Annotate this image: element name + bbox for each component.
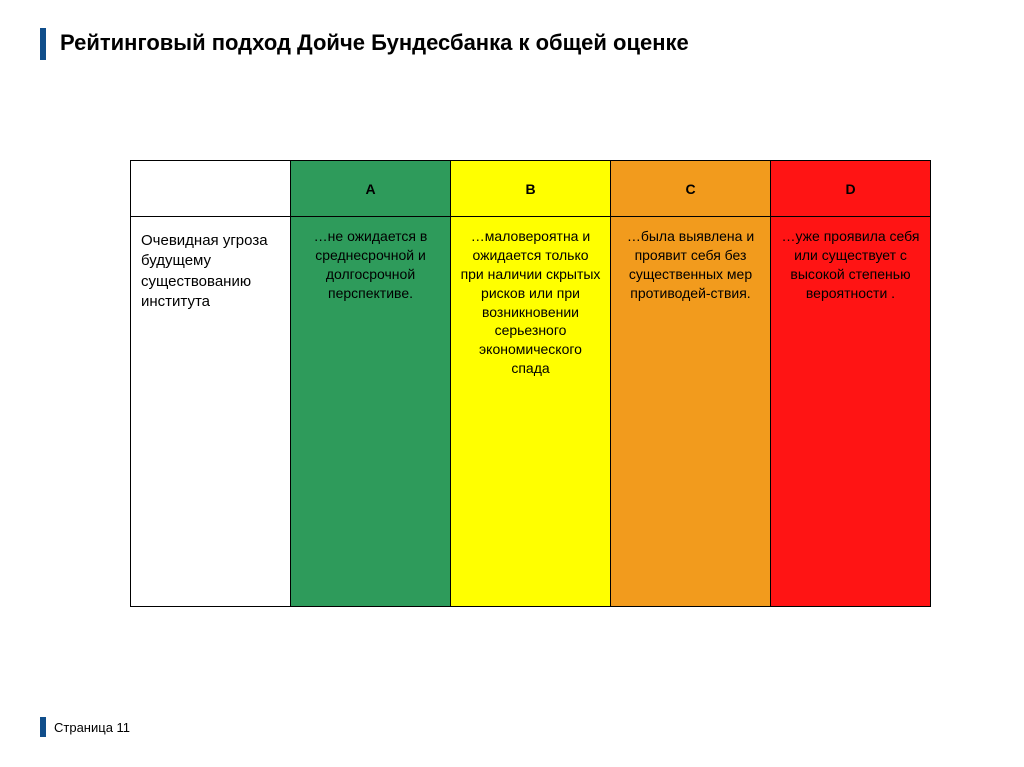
cell-b: …маловероятна и ожидается только при нал… [451,217,611,607]
col-header-d: D [771,161,931,217]
title-accent-bar [40,28,46,60]
col-header-a: A [291,161,451,217]
page-number: Страница 11 [54,720,130,735]
cell-d: …уже проявила себя или существует с высо… [771,217,931,607]
blank-header-cell [131,161,291,217]
row-header-cell: Очевидная угроза будущему существованию … [131,217,291,607]
cell-c: …была выявлена и проявит себя без сущест… [611,217,771,607]
table-header-row: A B C D [131,161,931,217]
footer-accent-bar [40,717,46,737]
col-header-c: C [611,161,771,217]
rating-table: A B C D Очевидная угроза будущему сущест… [130,160,931,607]
slide-title: Рейтинговый подход Дойче Бундесбанка к о… [60,30,689,56]
cell-a: …не ожидается в среднесрочной и долгосро… [291,217,451,607]
table-row: Очевидная угроза будущему существованию … [131,217,931,607]
col-header-b: B [451,161,611,217]
rating-table-container: A B C D Очевидная угроза будущему сущест… [130,160,930,607]
